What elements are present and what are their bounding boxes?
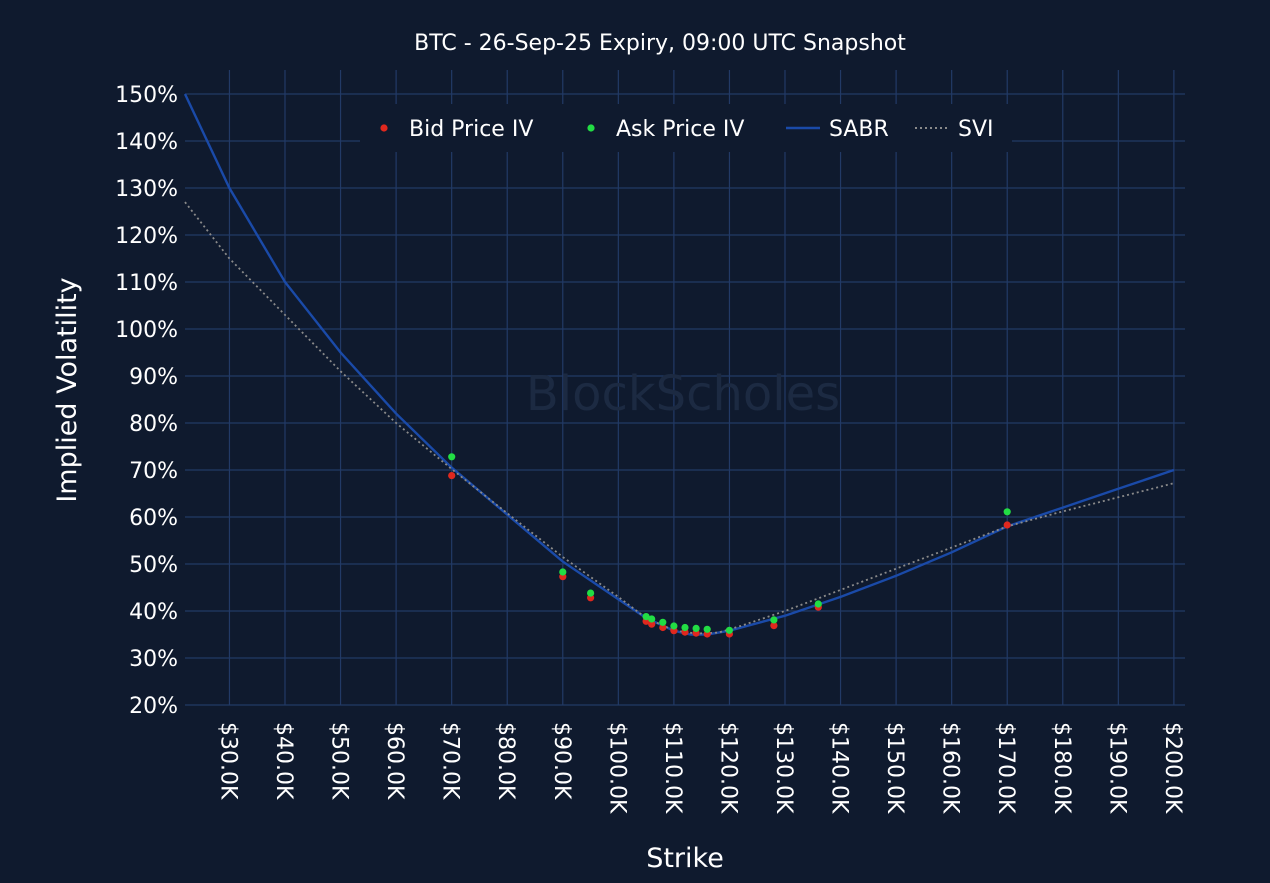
ask-iv-point [670, 622, 678, 630]
y-tick-label: 140% [115, 130, 178, 155]
x-tick-label: $180.0K [1049, 722, 1074, 814]
bid-iv-point [659, 623, 667, 632]
legend-bid-marker [380, 124, 388, 132]
x-tick-label: $90.0K [549, 722, 574, 800]
ask-iv-point [770, 616, 778, 624]
y-tick-label: 30% [129, 647, 178, 672]
ask-iv-point [448, 453, 456, 461]
ask-iv-point [1003, 508, 1011, 516]
plot-area [183, 93, 1175, 638]
y-tick-label: 90% [129, 365, 178, 390]
x-axis-title: Strike [646, 843, 724, 874]
legend-svi-label: SVI [958, 117, 994, 142]
x-tick-label: $190.0K [1104, 722, 1129, 814]
x-axis-ticks: $30.0K $40.0K $50.0K $60.0K $70.0K $80.0K $90.… [215, 722, 1184, 814]
y-tick-label: 50% [129, 553, 178, 578]
y-tick-label: 70% [129, 459, 178, 484]
ask-iv-point [659, 618, 667, 626]
y-tick-label: 100% [115, 318, 178, 343]
ask-iv-point [648, 615, 656, 623]
ask-iv-point [692, 624, 700, 633]
x-tick-label: $160.0K [938, 722, 963, 814]
bid-iv-point [1003, 521, 1011, 529]
y-tick-label: 40% [129, 600, 178, 625]
bid-iv-point [770, 622, 778, 630]
x-tick-label: $40.0K [271, 722, 296, 800]
x-tick-label: $30.0K [215, 722, 240, 800]
y-tick-label: 20% [129, 694, 178, 719]
ask-iv-point [587, 589, 595, 597]
legend-sabr-label: SABR [829, 117, 889, 142]
legend-ask-marker [587, 124, 595, 132]
bid-iv-point [648, 620, 656, 628]
ask-iv-point [725, 626, 734, 634]
x-tick-label: $150.0K [882, 722, 907, 814]
watermark-text: BlockScholes [526, 366, 840, 422]
x-tick-label: $120.0K [715, 722, 740, 814]
legend-background [360, 104, 1012, 152]
legend-ask-label: Ask Price IV [616, 117, 744, 142]
y-tick-label: 60% [129, 506, 178, 531]
chart-title: BTC - 26-Sep-25 Expiry, 09:00 UTC Snapsh… [414, 31, 906, 56]
ask-iv-point [814, 600, 822, 608]
x-tick-label: $70.0K [438, 722, 463, 800]
y-tick-label: 120% [115, 224, 178, 249]
y-tick-label: 150% [115, 83, 178, 108]
y-tick-label: 110% [115, 271, 178, 296]
x-tick-label: $100.0K [604, 722, 629, 814]
y-tick-label: 130% [115, 177, 178, 202]
y-tick-label: 80% [129, 412, 178, 437]
x-tick-label: $80.0K [493, 722, 518, 800]
x-tick-label: $200.0K [1160, 722, 1185, 814]
legend-bid-label: Bid Price IV [409, 117, 533, 142]
ask-iv-point [642, 613, 650, 621]
x-tick-label: $170.0K [993, 722, 1018, 814]
ask-iv-point [703, 625, 711, 633]
svi-curve [184, 201, 1175, 635]
legend: Bid Price IV Ask Price IV SABR SVI [360, 104, 1012, 152]
y-axis-ticks: 20% 30% 40% 50% 60% 70% 80% 90% 100% 110% 120% 130%… [115, 83, 178, 719]
bid-iv-point [448, 472, 456, 480]
y-axis-title: Implied Volatility [52, 277, 83, 502]
x-tick-label: $110.0K [660, 722, 685, 814]
ask-iv-point [559, 568, 567, 576]
ask-iv-point [681, 623, 689, 632]
x-tick-label: $140.0K [827, 722, 852, 814]
x-tick-label: $60.0K [382, 722, 407, 800]
x-tick-label: $130.0K [771, 722, 796, 814]
x-tick-label: $50.0K [327, 722, 352, 800]
